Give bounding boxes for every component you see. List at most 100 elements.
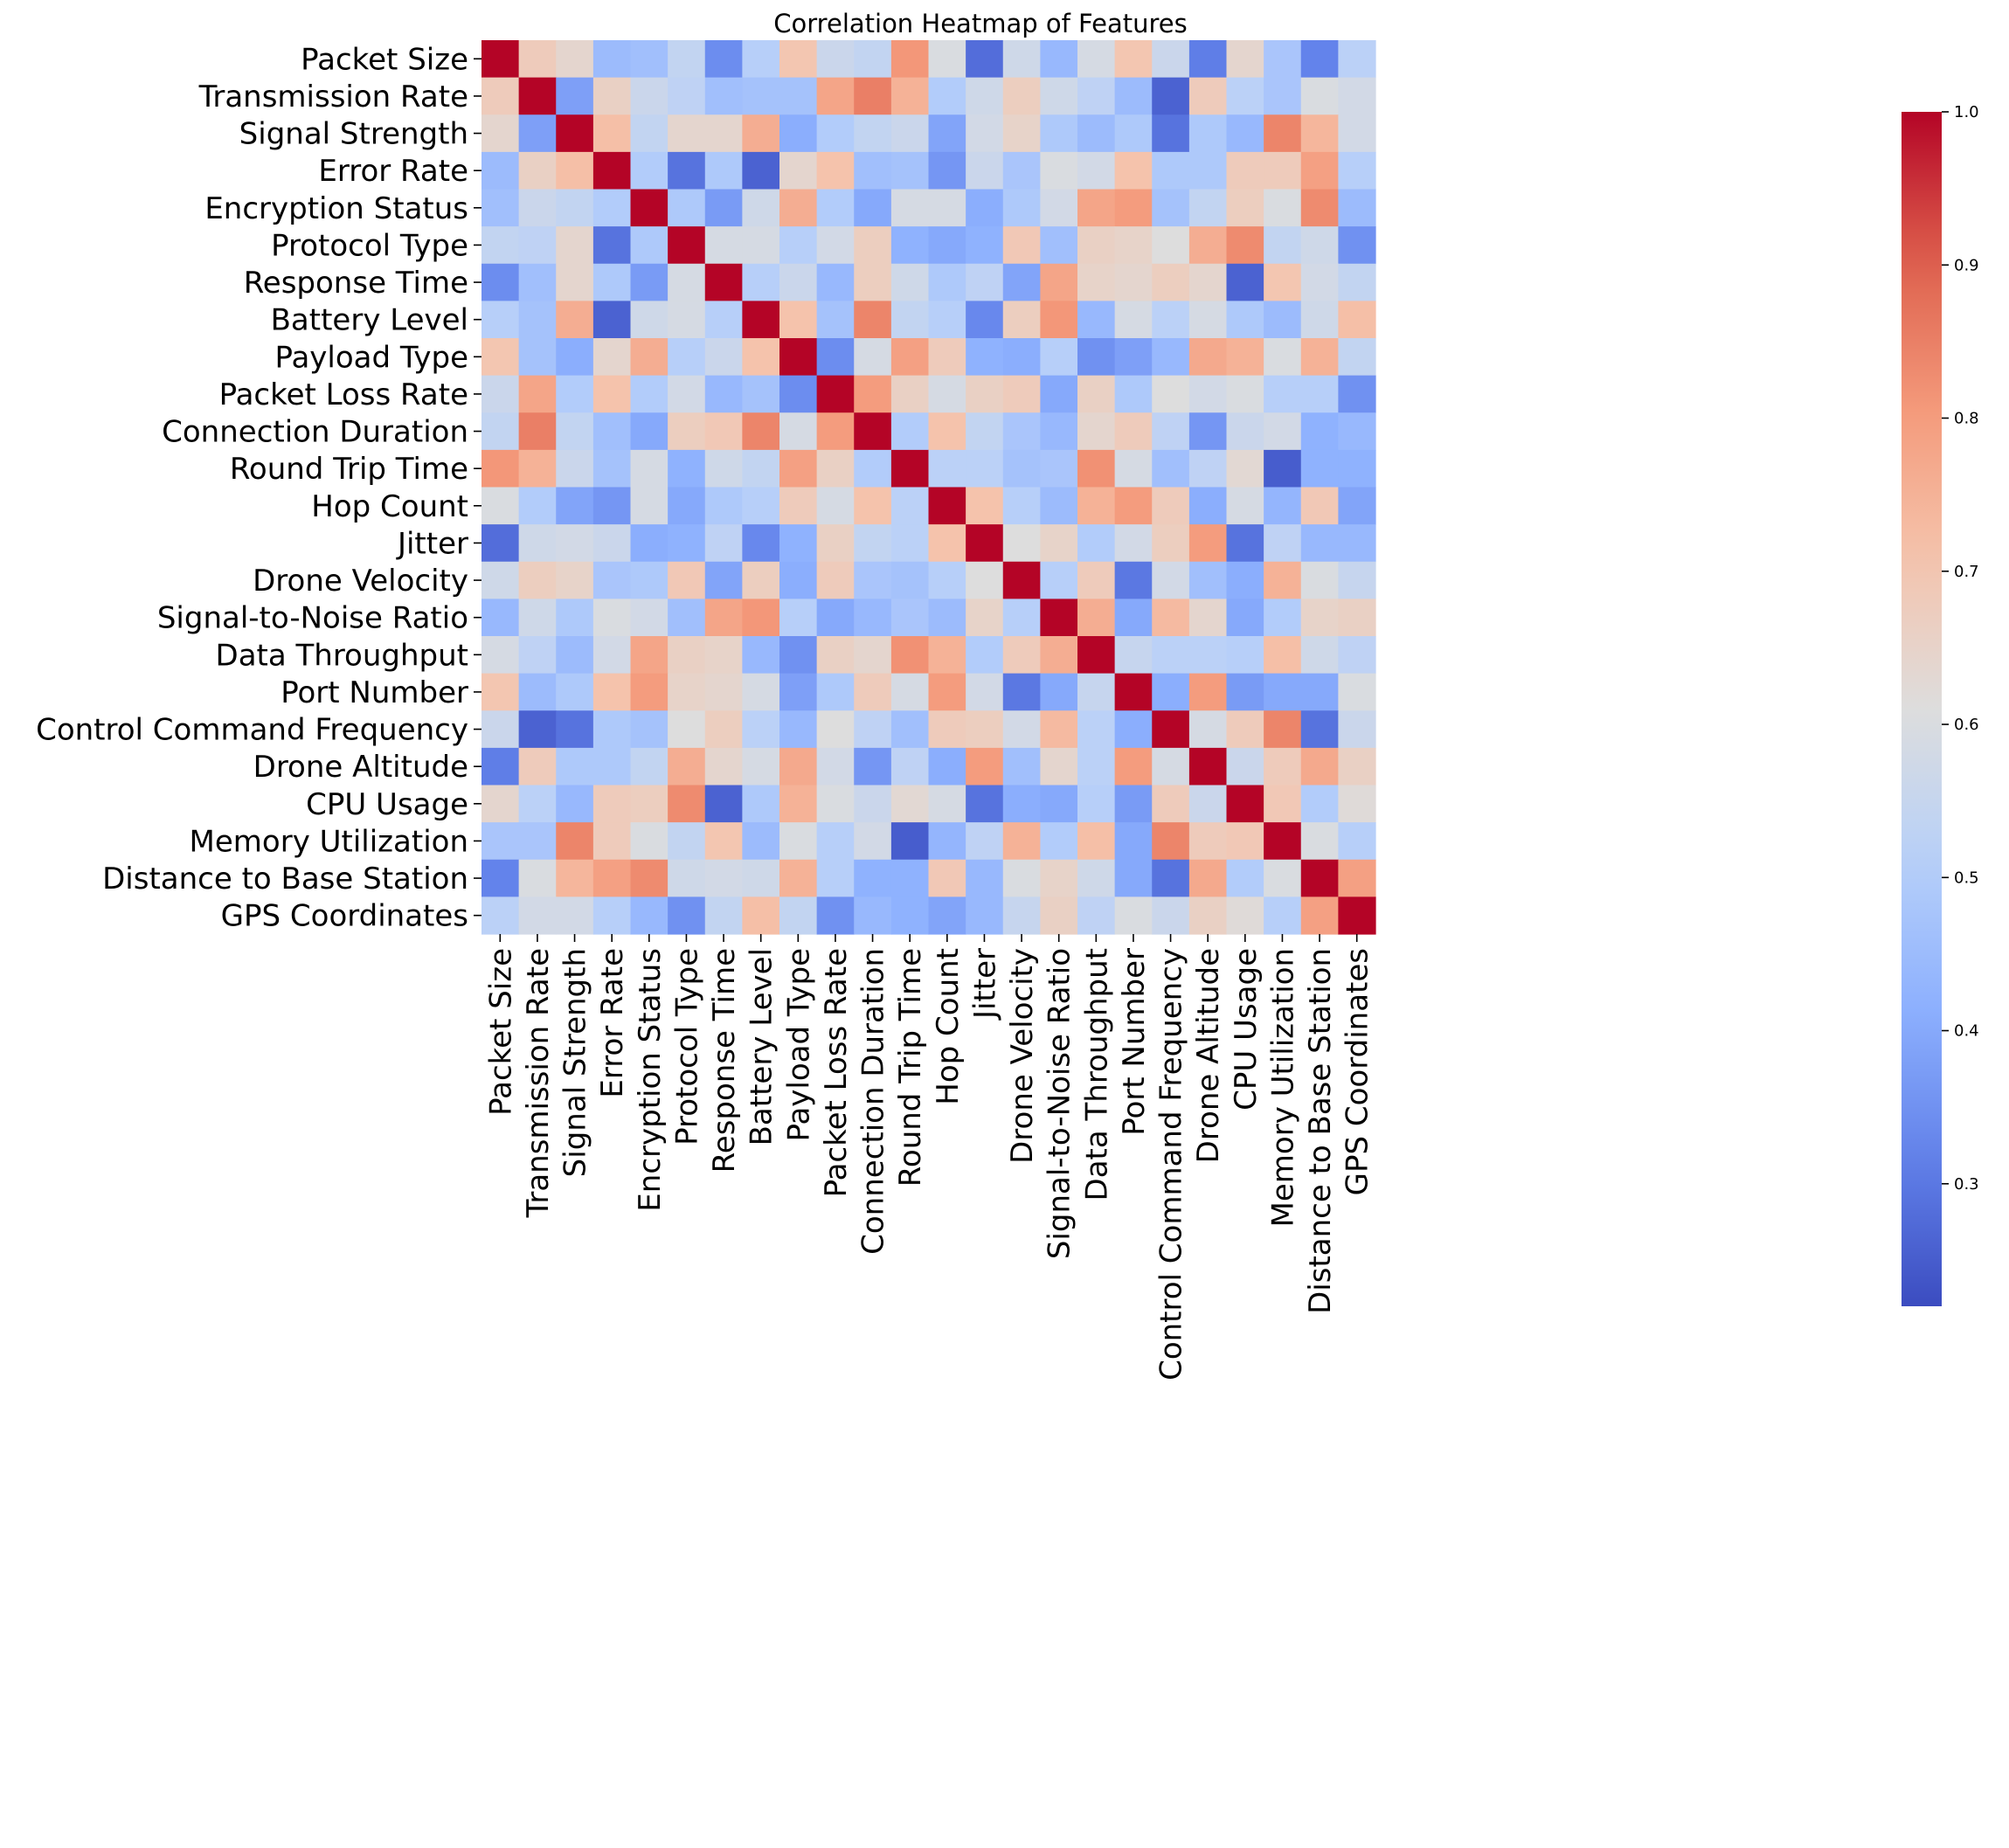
heatmap-cell xyxy=(592,77,632,115)
heatmap-cell xyxy=(1338,338,1376,377)
heatmap-cell xyxy=(928,859,966,897)
heatmap-cell xyxy=(1338,77,1376,115)
heatmap-cell xyxy=(816,151,855,190)
heatmap-cell xyxy=(1300,375,1339,413)
heatmap-cell xyxy=(630,524,669,563)
heatmap-cell xyxy=(779,263,818,301)
heatmap-cell xyxy=(1114,636,1153,675)
heatmap-cell xyxy=(1114,524,1153,563)
heatmap-cell xyxy=(1188,375,1228,413)
heatmap-cell xyxy=(742,896,780,935)
heatmap-cell xyxy=(1002,189,1041,227)
heatmap-cell xyxy=(630,226,669,265)
heatmap-cell xyxy=(1077,114,1116,153)
heatmap-cell xyxy=(518,151,557,190)
heatmap-cell xyxy=(816,859,855,897)
heatmap-cell xyxy=(966,301,1004,339)
heatmap-cell xyxy=(854,896,892,935)
heatmap-cell xyxy=(556,599,594,637)
heatmap-cell xyxy=(1002,487,1041,525)
heatmap-cell xyxy=(668,40,706,79)
heatmap-cell xyxy=(1077,710,1116,749)
heatmap-cell xyxy=(1188,673,1228,711)
heatmap-cell xyxy=(966,710,1004,749)
x-tick-label: Signal-to-Noise Ratio xyxy=(1043,948,1077,1259)
heatmap-cell xyxy=(742,524,780,563)
heatmap-cell xyxy=(928,710,966,749)
heatmap-cell xyxy=(1188,524,1228,563)
heatmap-cell xyxy=(518,114,557,153)
heatmap-cell xyxy=(481,710,520,749)
heatmap-cell xyxy=(1040,785,1078,823)
x-tick-label: Connection Duration xyxy=(856,948,891,1255)
x-tick-label: Protocol Type xyxy=(669,948,704,1145)
heatmap-cell xyxy=(1077,151,1116,190)
heatmap-cell xyxy=(592,449,632,488)
heatmap-cell xyxy=(668,375,706,413)
heatmap-cell xyxy=(1300,263,1339,301)
heatmap-cell xyxy=(966,114,1004,153)
x-tick-label: Port Number xyxy=(1117,948,1152,1136)
heatmap-cell xyxy=(592,412,632,451)
heatmap-cell xyxy=(1300,673,1339,711)
heatmap-cell xyxy=(1002,599,1041,637)
y-tick-label: Distance to Base Station xyxy=(102,862,468,896)
heatmap-cell xyxy=(966,896,1004,935)
x-tick-label: CPU Usage xyxy=(1229,948,1264,1111)
heatmap-cell xyxy=(928,785,966,823)
heatmap-cell xyxy=(592,785,632,823)
heatmap-cell xyxy=(1040,40,1078,79)
heatmap-cell xyxy=(1188,338,1228,377)
heatmap-cell xyxy=(1338,189,1376,227)
x-tick-label: Drone Altitude xyxy=(1191,948,1226,1163)
heatmap-cell xyxy=(518,40,557,79)
x-axis-ticks: Packet Size Transmission Rate Signal Stren… xyxy=(483,934,1375,1381)
heatmap-cell xyxy=(1300,114,1339,153)
heatmap-cell xyxy=(1002,338,1041,377)
heatmap-cell xyxy=(1226,747,1264,786)
heatmap-cell xyxy=(668,636,706,675)
heatmap-cell xyxy=(1152,785,1190,823)
colorbar-tick-label: 0.8 xyxy=(1954,410,1979,428)
heatmap-cell xyxy=(1114,896,1153,935)
heatmap-cell xyxy=(481,338,520,377)
heatmap-cell xyxy=(592,561,632,599)
heatmap-cell xyxy=(742,599,780,637)
heatmap-cell xyxy=(854,226,892,265)
heatmap-cell xyxy=(816,375,855,413)
heatmap-cell xyxy=(816,263,855,301)
heatmap-cell xyxy=(1002,263,1041,301)
heatmap-cell xyxy=(556,524,594,563)
heatmap-cell xyxy=(928,747,966,786)
heatmap-cell xyxy=(742,859,780,897)
heatmap-cell xyxy=(1040,822,1078,861)
heatmap-cell xyxy=(1002,785,1041,823)
y-tick-label: CPU Usage xyxy=(306,787,468,822)
heatmap-cell xyxy=(556,375,594,413)
heatmap-cell xyxy=(816,747,855,786)
heatmap-cell xyxy=(481,412,520,451)
heatmap-cell xyxy=(1300,40,1339,79)
heatmap-cell xyxy=(518,226,557,265)
heatmap-cell xyxy=(742,40,780,79)
heatmap-cell xyxy=(1114,40,1153,79)
heatmap-cell xyxy=(966,636,1004,675)
heatmap-cell xyxy=(890,673,930,711)
heatmap-cell xyxy=(779,822,818,861)
heatmap-cell xyxy=(518,263,557,301)
heatmap-cell xyxy=(742,412,780,451)
heatmap-cell xyxy=(481,40,520,79)
heatmap-cell xyxy=(518,338,557,377)
heatmap-cell xyxy=(890,263,930,301)
heatmap-cell xyxy=(518,301,557,339)
heatmap-cell xyxy=(854,77,892,115)
heatmap-cell xyxy=(630,449,669,488)
heatmap-cell xyxy=(742,301,780,339)
heatmap-cell xyxy=(890,822,930,861)
heatmap-cell xyxy=(1040,151,1078,190)
heatmap-cell xyxy=(630,189,669,227)
heatmap-cell xyxy=(854,449,892,488)
heatmap-cell xyxy=(1188,599,1228,637)
